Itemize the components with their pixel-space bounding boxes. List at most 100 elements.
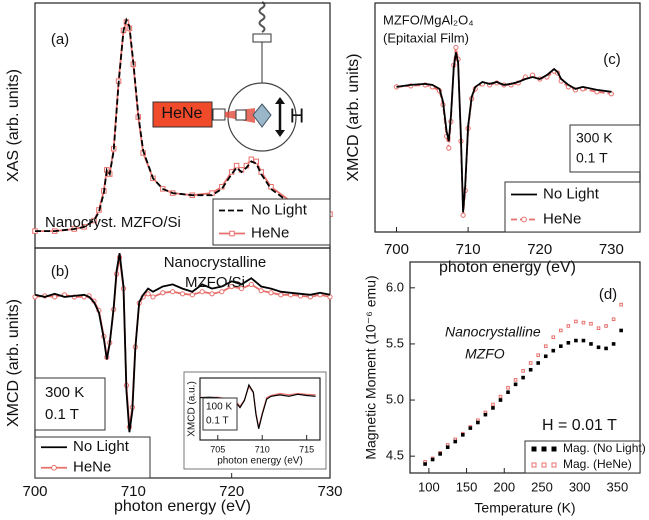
annotation: MZFO: [465, 346, 505, 362]
legend-marker: [521, 216, 527, 223]
marker: [551, 335, 556, 339]
x-tick-label: 710: [255, 444, 270, 454]
marker: [566, 341, 571, 345]
annotation-box: [34, 377, 106, 431]
marker: [528, 361, 533, 365]
window: [235, 109, 247, 121]
marker: [581, 338, 586, 343]
series-line: [396, 52, 612, 213]
marker: [145, 291, 151, 297]
y-axis-label: Magnetic Moment (10⁻⁶ emu): [363, 275, 379, 459]
marker: [596, 326, 601, 331]
annotation: H = 0.01 T: [542, 417, 617, 434]
marker: [150, 294, 156, 300]
marker: [268, 290, 274, 296]
series-line: [34, 253, 331, 433]
x-tick-label: 700: [384, 241, 409, 258]
marker: [528, 367, 533, 372]
legend-label: No Light: [251, 201, 308, 218]
marker: [209, 291, 215, 297]
x-tick-label: 730: [599, 241, 624, 258]
annotation: 0.1 T: [576, 150, 608, 166]
marker: [460, 433, 465, 437]
legend-marker: [541, 462, 547, 468]
annotation: MZFO/Si: [185, 274, 245, 291]
x-tick-label: 300: [569, 479, 591, 494]
marker: [229, 283, 235, 290]
marker: [498, 398, 503, 402]
marker: [611, 342, 616, 346]
marker: [446, 145, 452, 151]
x-tick-label: 200: [493, 479, 515, 494]
laser-diagram: [152, 1, 297, 152]
legend-label: Mag. (HeNe): [563, 457, 632, 471]
legend: [34, 436, 151, 479]
series-line: [35, 17, 331, 232]
marker: [258, 288, 264, 294]
annotation: MZFO/MgAl₂O₄: [383, 12, 474, 27]
marker: [91, 217, 97, 224]
marker: [521, 375, 525, 380]
annotation: 0.1 T: [45, 406, 79, 423]
marker: [453, 439, 458, 444]
marker: [430, 457, 435, 462]
marker: [476, 420, 480, 425]
annotation: HeNe: [162, 105, 203, 122]
marker: [589, 321, 593, 326]
marker: [566, 324, 571, 328]
annotation: Nanocryst. MZFO/Si: [45, 214, 181, 231]
x-tick-label: 710: [456, 241, 481, 258]
marker: [611, 317, 616, 322]
marker: [574, 319, 578, 324]
x-ray-wave: [258, 1, 266, 33]
marker: [327, 294, 333, 300]
marker: [438, 452, 442, 456]
marker: [199, 289, 205, 295]
annotation: 300 K: [576, 130, 613, 146]
marker: [513, 382, 518, 387]
marker: [536, 353, 540, 357]
sample: [252, 103, 272, 128]
x-tick-label: 350: [607, 479, 629, 494]
x-tick-label: 720: [527, 241, 552, 258]
x-tick-label: 710: [121, 483, 146, 500]
annotation-box: [202, 397, 238, 431]
arrow-head: [275, 130, 285, 137]
y-axis-label: XMCD (arb. units): [5, 299, 22, 427]
x-axis-label: photon energy (eV): [114, 498, 251, 515]
annotation: Nanocrystalline: [445, 324, 541, 340]
legend-label: No Light: [543, 185, 600, 202]
arrow-head: [275, 97, 285, 104]
panel-label: (c): [603, 51, 621, 68]
legend-label: HeNe: [543, 210, 581, 227]
marker: [160, 290, 166, 296]
y-tick-label: 5.0: [386, 391, 404, 406]
marker: [551, 348, 556, 353]
x-tick-label: 100: [418, 479, 440, 494]
x-tick-label: 250: [531, 479, 553, 494]
marker: [619, 302, 623, 307]
y-tick-label: 4.5: [386, 448, 404, 463]
marker: [506, 390, 510, 394]
marker: [170, 289, 176, 295]
legend-marker: [531, 446, 537, 452]
marker: [574, 338, 578, 343]
x-tick-label: 715: [299, 444, 314, 454]
marker: [248, 281, 254, 288]
legend-marker: [541, 446, 547, 452]
legend: [212, 198, 331, 246]
marker: [179, 291, 186, 297]
plot-frame: [34, 247, 331, 479]
laser: [152, 101, 213, 128]
legend-marker: [51, 464, 57, 471]
marker: [604, 346, 608, 351]
marker: [468, 426, 473, 430]
legend-marker: [531, 462, 537, 468]
legend-label: No Light: [73, 438, 130, 455]
x-tick-label: 700: [22, 483, 47, 500]
legend-label: HeNe: [251, 224, 289, 241]
marker: [278, 292, 284, 298]
legend-marker: [551, 462, 557, 468]
